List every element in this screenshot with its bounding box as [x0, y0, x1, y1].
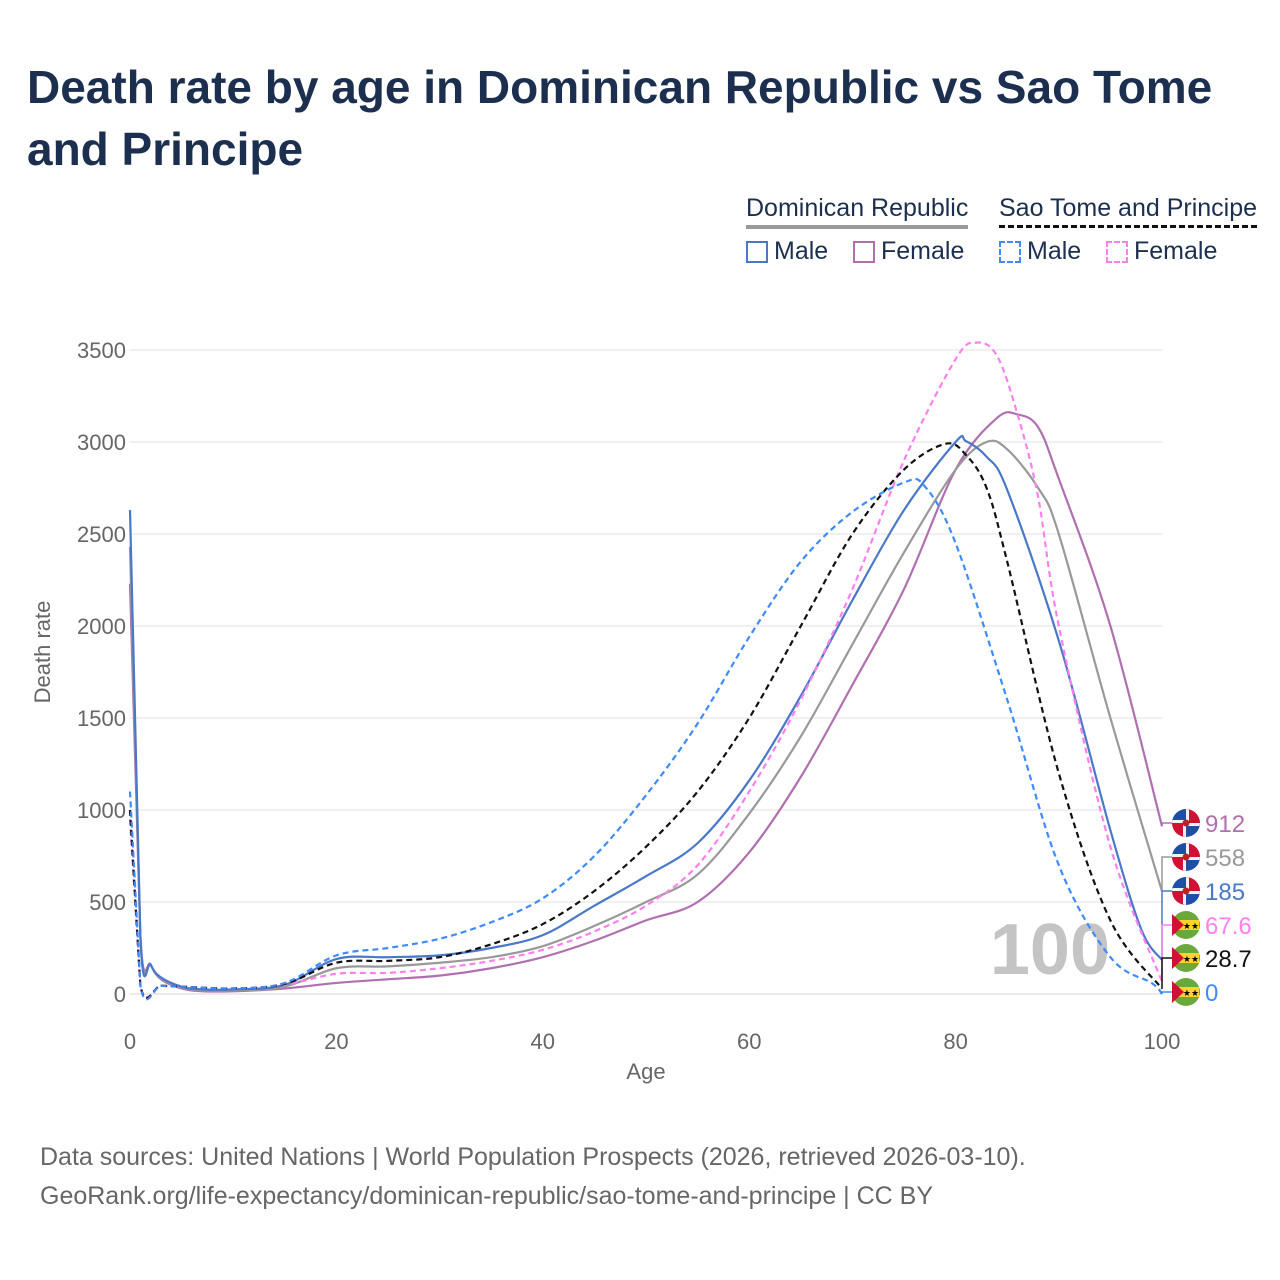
x-tick-label: 20 [324, 1029, 348, 1054]
flag-emblem [1182, 887, 1190, 895]
flag-emblem [1182, 819, 1190, 827]
end-value-label: 28.7 [1205, 946, 1252, 973]
legend-swatch [1106, 240, 1128, 263]
flag-part [1186, 843, 1200, 857]
x-tick-label: 0 [124, 1029, 136, 1054]
flag-part [1172, 947, 1184, 969]
flag-part [1186, 877, 1200, 891]
end-label-connector [1161, 991, 1172, 994]
legend-group-sao-tome[interactable]: Sao Tome and Principe [999, 194, 1258, 228]
flag-stars: ★★ [1183, 988, 1199, 998]
flag-part [1172, 914, 1184, 936]
legend-label: Male [1027, 237, 1082, 265]
x-tick-label: 80 [943, 1029, 967, 1054]
source-line: Data sources: United Nations | World Pop… [40, 1143, 1026, 1171]
flag-part [1173, 987, 1199, 997]
x-tick-label: 100 [1144, 1029, 1181, 1054]
flag-part [1186, 891, 1200, 905]
end-label-connector [1161, 822, 1172, 827]
legend-item-stp-male[interactable]: Male [999, 237, 1081, 266]
year-watermark: 100 [990, 910, 1110, 990]
y-axis-label: Death rate [30, 601, 55, 704]
series-line-sao-tome-and-principe-both [128, 442, 1163, 1000]
end-label-connector [1161, 924, 1172, 982]
end-label-connector [1161, 957, 1172, 989]
y-tick-label: 2000 [77, 614, 126, 639]
flag-part [1172, 877, 1186, 891]
end-value-label: 67.6 [1205, 913, 1252, 940]
flag-part [1173, 953, 1199, 963]
legend-label: Female [881, 237, 965, 265]
y-tick-label: 2500 [77, 522, 126, 547]
flag-part [1172, 843, 1186, 857]
flag-part [1172, 823, 1186, 837]
flag-part [1172, 857, 1186, 871]
chart-title: Death rate by age in Dominican Republic … [27, 61, 1213, 175]
flag-emblem [1182, 853, 1190, 861]
series-line-sao-tome-and-principe-female [128, 341, 1164, 999]
legend-label: Male [774, 237, 829, 265]
flag-part [1173, 920, 1199, 930]
legend-swatch [746, 240, 768, 263]
flag-part [1186, 809, 1200, 823]
legend-swatch [853, 240, 875, 263]
flag-part [1172, 981, 1184, 1003]
series-line-sao-tome-and-principe-male [128, 477, 1163, 1001]
legend-item-dr-male[interactable]: Male [746, 237, 828, 266]
legend-swatch [999, 240, 1021, 263]
flag-stars: ★★ [1183, 921, 1199, 931]
flag-part [1172, 891, 1186, 905]
y-tick-label: 3500 [77, 338, 126, 363]
end-value-label: 912 [1205, 811, 1245, 838]
y-tick-label: 3000 [77, 430, 126, 455]
flag-part [1186, 823, 1200, 837]
legend-label: Female [1134, 237, 1218, 265]
end-value-label: 0 [1205, 980, 1218, 1007]
x-tick-label: 60 [737, 1029, 761, 1054]
legend-item-dr-female[interactable]: Female [853, 237, 964, 266]
x-tick-label: 40 [531, 1029, 555, 1054]
source-note: Data sources: United Nations | World Pop… [40, 1138, 1026, 1216]
y-tick-label: 1000 [77, 798, 126, 823]
series-line-dominican-republic-both [128, 439, 1164, 992]
flag-stars: ★★ [1183, 954, 1199, 964]
series-line-dominican-republic-male [128, 434, 1163, 991]
flag-part [1172, 809, 1186, 823]
y-tick-label: 500 [89, 890, 126, 915]
end-value-label: 185 [1205, 879, 1245, 906]
x-axis-label: Age [626, 1059, 665, 1084]
end-value-label: 558 [1205, 845, 1245, 872]
y-tick-label: 1500 [77, 706, 126, 731]
legend-item-stp-female[interactable]: Female [1106, 237, 1217, 266]
source-link[interactable]: GeoRank.org/life-expectancy/dominican-re… [40, 1182, 934, 1210]
flag-part [1186, 857, 1200, 871]
y-tick-label: 0 [114, 982, 126, 1007]
end-label-connector [1161, 856, 1172, 892]
legend-group-dominican-republic[interactable]: Dominican Republic [746, 194, 969, 229]
